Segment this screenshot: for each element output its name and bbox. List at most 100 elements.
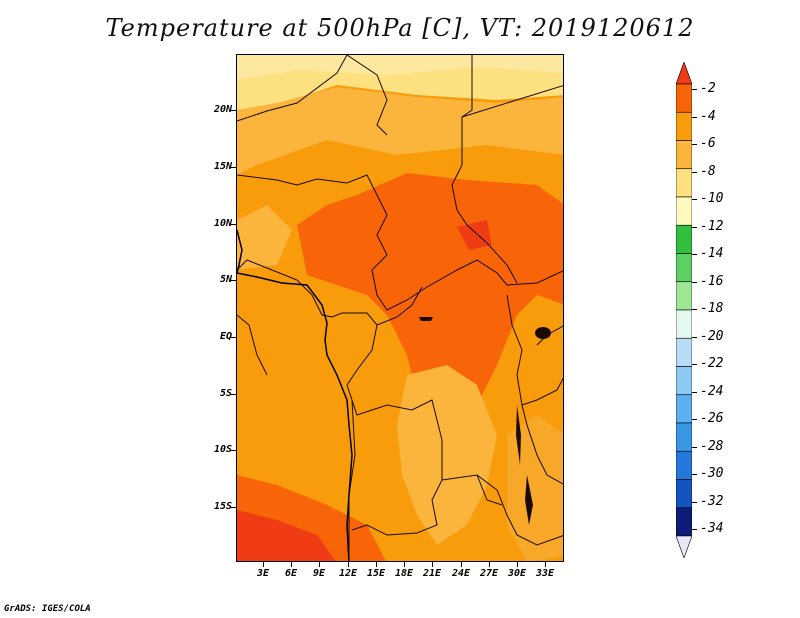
lat-tick-mark	[231, 167, 236, 168]
lat-tick-label: 15S	[213, 501, 232, 512]
lakes	[419, 317, 551, 525]
legend-label: -6	[700, 136, 716, 151]
legend-color-swatch	[676, 281, 692, 311]
legend-color-swatch	[676, 337, 692, 367]
lon-tick-mark	[489, 562, 490, 567]
lon-tick-label: 21E	[422, 568, 442, 579]
field-west-light	[237, 205, 292, 270]
lon-tick-label: 12E	[338, 568, 358, 579]
lon-tick-label: 9E	[312, 568, 326, 579]
temperature-map	[237, 55, 563, 561]
lat-tick-mark	[231, 224, 236, 225]
legend-tick-mark	[692, 529, 697, 530]
software-credit: GrADS: IGES/COLA	[4, 604, 91, 614]
legend-tick-mark	[692, 337, 697, 338]
field-central-hot-spot	[457, 220, 492, 250]
field-north-palest	[237, 55, 563, 80]
lon-tick-label: 15E	[366, 568, 386, 579]
lat-tick-mark	[231, 507, 236, 508]
legend-tick-mark	[692, 392, 697, 393]
legend-tick-mark	[692, 502, 697, 503]
legend-label: -10	[700, 191, 724, 206]
lat-tick-label: 5S	[219, 388, 232, 399]
legend-color-swatch	[676, 111, 692, 141]
legend-tick-mark	[692, 309, 697, 310]
lat-tick-label: 5N	[219, 274, 232, 285]
lon-tick-mark	[545, 562, 546, 567]
legend-label: -8	[700, 164, 716, 179]
lat-tick-mark	[231, 337, 236, 338]
lon-tick-label: 18E	[394, 568, 414, 579]
lon-tick-mark	[291, 562, 292, 567]
legend-tick-mark	[692, 282, 697, 283]
lat-tick-label: 10N	[213, 218, 232, 229]
legend-color-swatch	[676, 479, 692, 509]
legend-tick-mark	[692, 227, 697, 228]
lon-tick-label: 3E	[256, 568, 270, 579]
field-central-warm	[297, 173, 563, 435]
lon-tick-label: 6E	[284, 568, 298, 579]
lat-tick-label: 10S	[213, 444, 232, 455]
lon-tick-mark	[263, 562, 264, 567]
legend-label: -34	[700, 521, 724, 536]
legend-color-swatch	[676, 366, 692, 396]
lat-tick-mark	[231, 110, 236, 111]
legend-label: -16	[700, 274, 724, 289]
legend-label: -14	[700, 246, 724, 261]
lon-tick-mark	[517, 562, 518, 567]
lon-tick-label: 24E	[451, 568, 471, 579]
lon-tick-label: 30E	[507, 568, 527, 579]
lon-tick-mark	[319, 562, 320, 567]
lat-tick-label: 15N	[213, 161, 232, 172]
legend-tick-mark	[692, 447, 697, 448]
legend-color-swatch	[676, 168, 692, 198]
legend-tick-mark	[692, 364, 697, 365]
map-panel	[236, 54, 564, 562]
legend-color-swatch	[676, 196, 692, 226]
lon-tick-label: 33E	[535, 568, 555, 579]
legend-label: -32	[700, 494, 724, 509]
legend-tick-mark	[692, 199, 697, 200]
lon-tick-mark	[404, 562, 405, 567]
legend-tick-mark	[692, 89, 697, 90]
field-southwest-hot	[237, 510, 336, 561]
field-south-light	[397, 365, 497, 545]
legend-color-swatch	[676, 309, 692, 339]
legend-color-swatch	[676, 535, 692, 558]
legend-label: -22	[700, 356, 724, 371]
legend-tick-mark	[692, 144, 697, 145]
legend-tick-mark	[692, 474, 697, 475]
legend-tick-mark	[692, 172, 697, 173]
field-north-light	[237, 87, 563, 175]
lon-tick-mark	[376, 562, 377, 567]
legend-label: -20	[700, 329, 724, 344]
legend-label: -4	[700, 109, 716, 124]
lat-tick-label: EQ	[219, 331, 232, 342]
legend-color-swatch	[676, 224, 692, 254]
legend-color-swatch	[676, 450, 692, 480]
legend-label: -24	[700, 384, 724, 399]
legend-tick-mark	[692, 419, 697, 420]
legend-label: -28	[700, 439, 724, 454]
country-borders	[237, 55, 563, 561]
legend-color-swatch	[676, 62, 692, 85]
legend-label: -2	[700, 81, 716, 96]
legend-label: -18	[700, 301, 724, 316]
lat-tick-mark	[231, 450, 236, 451]
chart-title: Temperature at 500hPa [C], VT: 201912061…	[105, 14, 695, 42]
lat-tick-mark	[231, 280, 236, 281]
legend-color-swatch	[676, 140, 692, 170]
legend-color-swatch	[676, 253, 692, 283]
legend-color-swatch	[676, 394, 692, 424]
lon-tick-mark	[432, 562, 433, 567]
lat-tick-mark	[231, 394, 236, 395]
lat-tick-label: 20N	[213, 104, 232, 115]
lon-tick-label: 27E	[479, 568, 499, 579]
legend-label: -30	[700, 466, 724, 481]
legend-color-swatch	[676, 422, 692, 452]
lon-tick-mark	[461, 562, 462, 567]
legend-color-swatch	[676, 507, 692, 537]
legend-label: -26	[700, 411, 724, 426]
color-legend-bar	[676, 62, 692, 558]
legend-tick-mark	[692, 117, 697, 118]
